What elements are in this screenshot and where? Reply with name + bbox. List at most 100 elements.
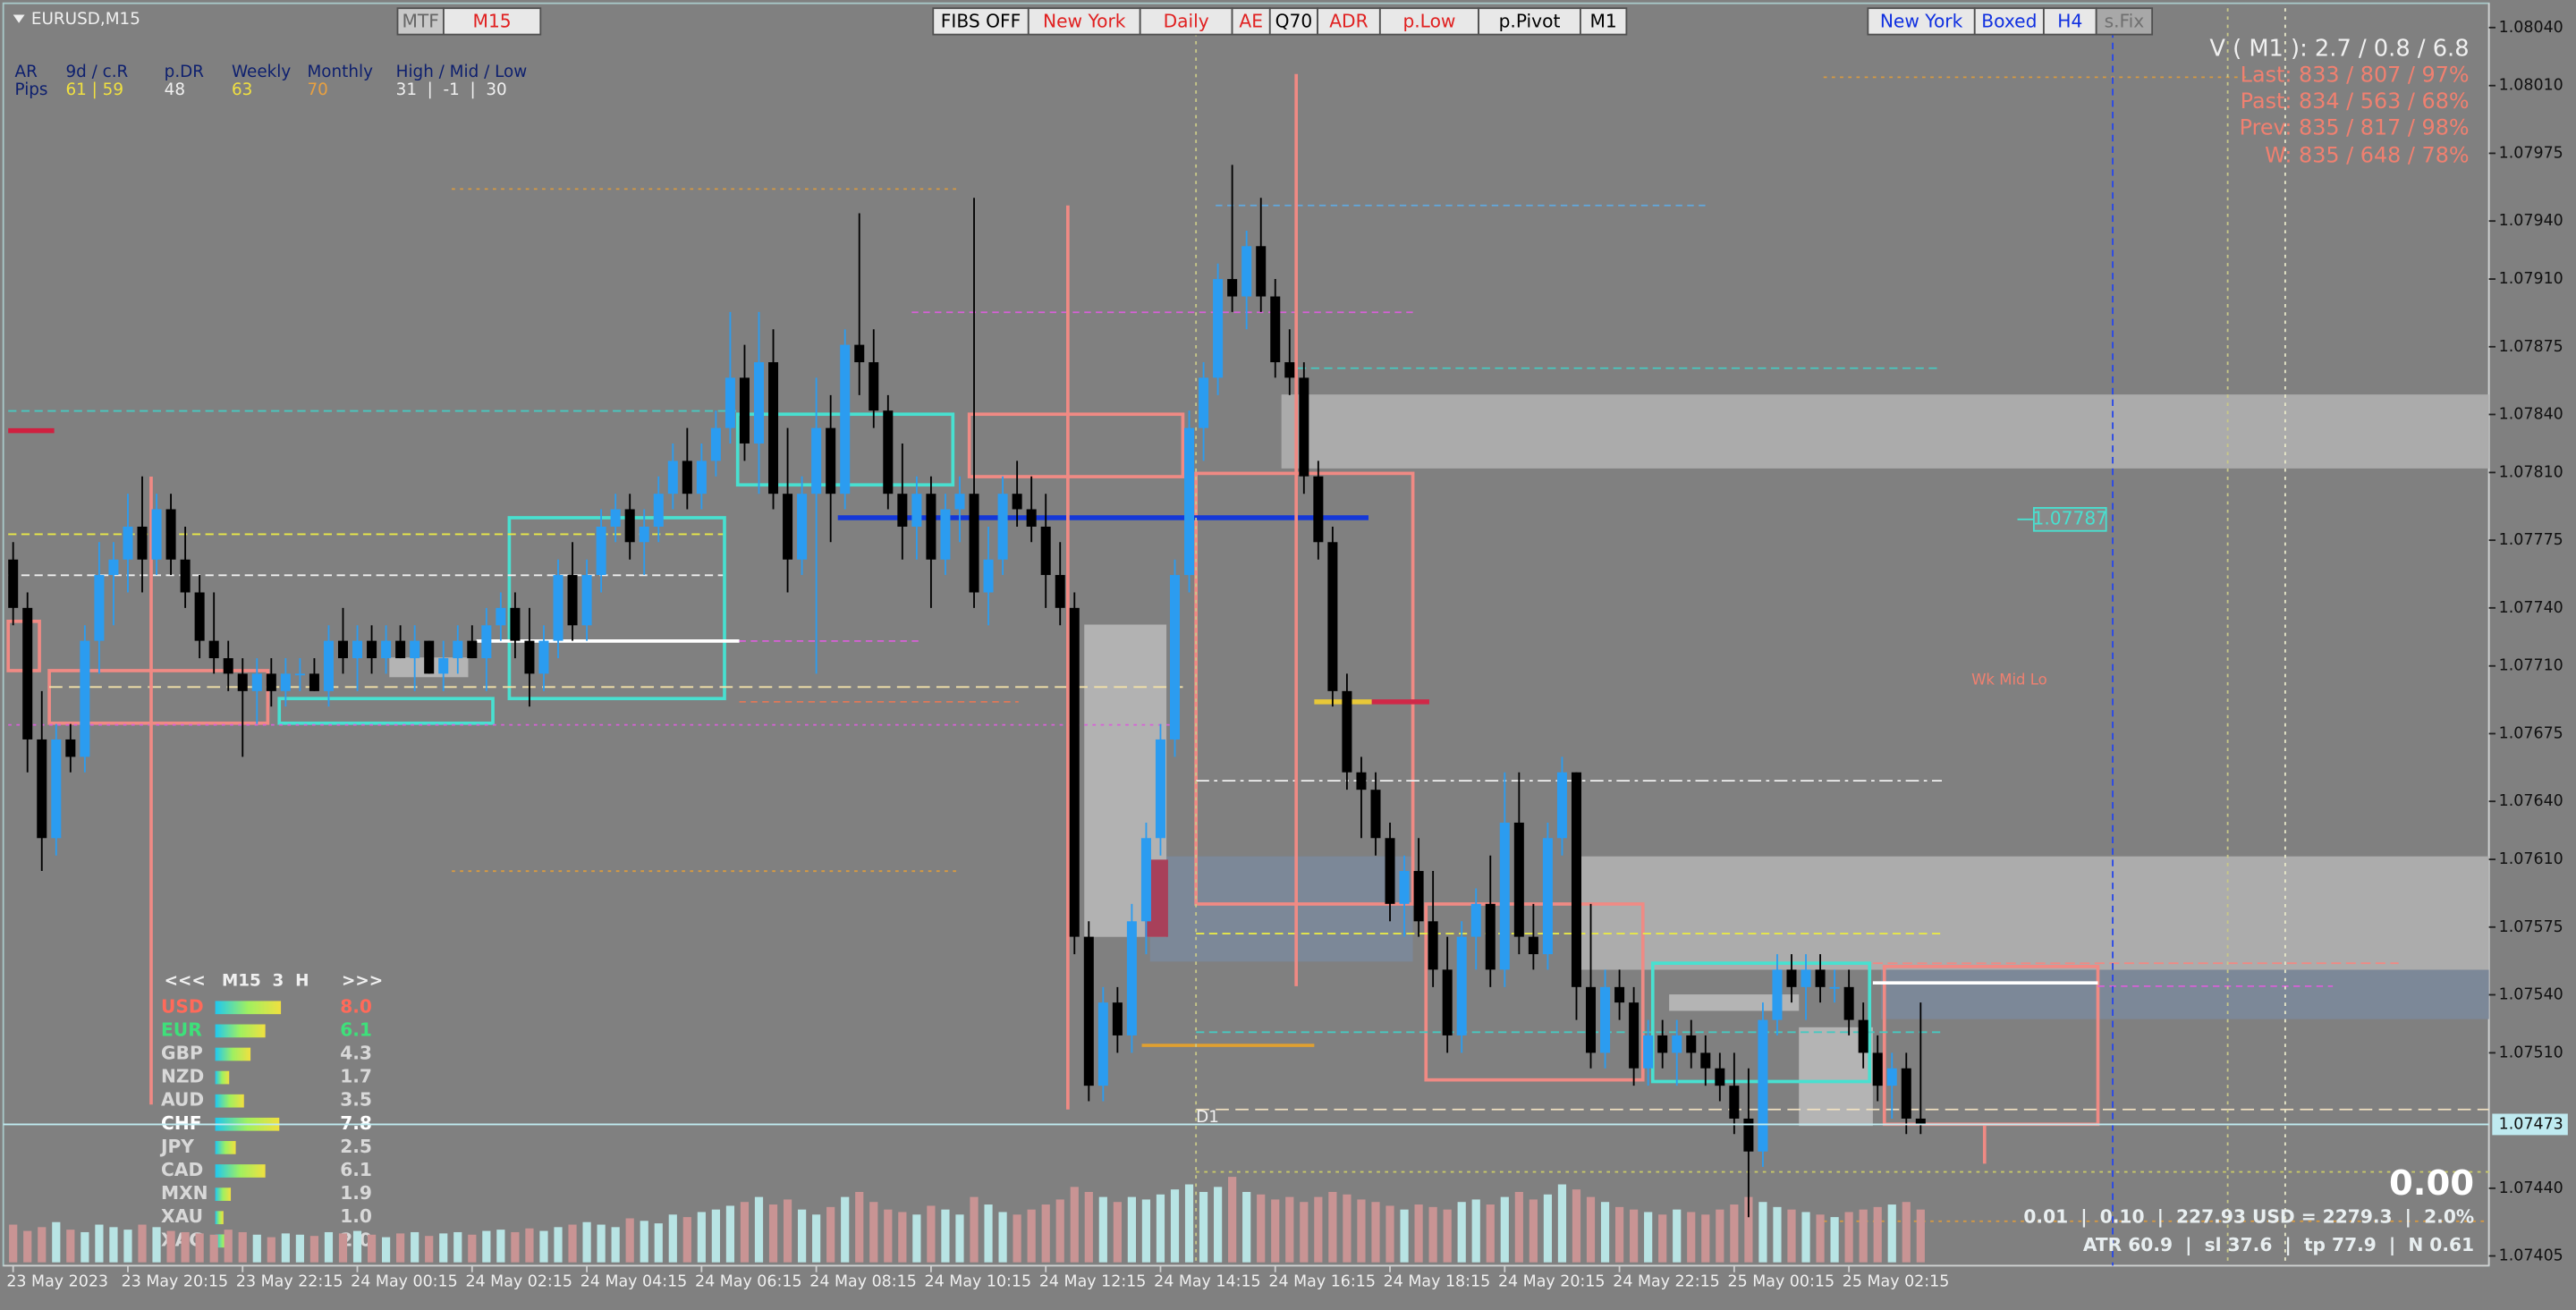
- volume-bar: [812, 1214, 821, 1263]
- volume-bar: [439, 1233, 448, 1263]
- toolbar-button[interactable]: [1973, 7, 2045, 36]
- candle-body: [639, 526, 649, 543]
- toolbar-button-label[interactable]: New York: [1043, 10, 1126, 31]
- volume-bar: [1343, 1194, 1352, 1263]
- toolbar-button-label[interactable]: H4: [2057, 10, 2082, 31]
- strength-currency: CAD: [161, 1159, 203, 1180]
- range-line-text: V ( M1 ): 2.7 / 0.8 / 6.8: [2209, 36, 2469, 63]
- toolbar-button-label[interactable]: FIBS OFF: [941, 10, 1021, 31]
- candle-body: [165, 509, 176, 560]
- toolbar-button[interactable]: [396, 7, 445, 36]
- volume-bar: [66, 1230, 75, 1263]
- x-tick-label: 24 May 22:15: [1613, 1273, 1720, 1291]
- candle-body: [1729, 1086, 1740, 1119]
- candle-body: [496, 607, 506, 626]
- strength-bar: [215, 1001, 282, 1015]
- candle-body: [1227, 279, 1238, 297]
- toolbar-button[interactable]: [1231, 7, 1271, 36]
- zone: [1881, 969, 2489, 1019]
- volume-bar: [1787, 1209, 1796, 1263]
- volume-bar: [109, 1227, 118, 1263]
- strength-prev[interactable]: <<<: [165, 971, 206, 990]
- volume-bar: [267, 1237, 275, 1263]
- candle-body: [1055, 575, 1065, 608]
- candle-body: [1815, 969, 1826, 987]
- volume-bar: [1471, 1199, 1480, 1263]
- toolbar-button[interactable]: [1268, 7, 1318, 36]
- toolbar-button-label[interactable]: p.Low: [1402, 10, 1455, 31]
- candle-body: [1199, 377, 1209, 428]
- volume-bar: [1400, 1209, 1409, 1263]
- strength-value: 1.9: [340, 1182, 372, 1204]
- y-tick-label: 1.07710: [2499, 657, 2563, 675]
- toolbar-button[interactable]: [1580, 7, 1628, 36]
- toolbar-button[interactable]: [1317, 7, 1381, 36]
- volume-bar: [411, 1231, 419, 1263]
- toolbar-button[interactable]: [1867, 7, 1976, 36]
- volume-bar: [1600, 1202, 1610, 1263]
- volume-bar: [912, 1214, 921, 1263]
- candle-body: [1743, 1118, 1754, 1152]
- toolbar-button[interactable]: [2042, 7, 2097, 36]
- range-line-text: Past: 834 / 563 / 68%: [2241, 89, 2470, 114]
- volume-bar: [1285, 1196, 1294, 1263]
- toolbar-button-label[interactable]: ADR: [1329, 10, 1368, 31]
- volume-bar: [123, 1230, 132, 1263]
- strength-bar: [215, 1070, 230, 1085]
- volume-bar: [367, 1234, 377, 1263]
- stats-value: 61 | 59: [65, 80, 123, 99]
- volume-bar: [1027, 1209, 1036, 1263]
- toolbar-button[interactable]: [932, 7, 1030, 36]
- toolbar-button[interactable]: [443, 7, 542, 36]
- toolbar-button[interactable]: [2095, 7, 2154, 36]
- stats-header: Weekly: [232, 63, 291, 81]
- candle-body: [1270, 296, 1281, 363]
- volume-bar: [1701, 1214, 1710, 1263]
- volume-bar: [740, 1202, 750, 1263]
- candle-body: [1356, 772, 1367, 790]
- stats-value: 31 | -1 | 30: [396, 80, 507, 99]
- volume-bar: [1916, 1209, 1925, 1263]
- strength-timeframe: M15 3 H: [222, 971, 309, 990]
- range-panel: V ( M1 ): 2.7 / 0.8 / 6.8 Last: 833 / 80…: [2209, 36, 2469, 168]
- toolbar-button-label[interactable]: AE: [1239, 10, 1263, 31]
- toolbar-button-label[interactable]: MTF: [402, 10, 439, 31]
- volume-bar: [1199, 1191, 1208, 1263]
- candle-body: [854, 344, 865, 363]
- volume-bar: [352, 1230, 362, 1263]
- y-tick-label: 1.08040: [2499, 19, 2563, 37]
- toolbar-button-label[interactable]: New York: [1880, 10, 1963, 31]
- stats-header: AR: [15, 63, 38, 81]
- candle-body: [1886, 1068, 1897, 1086]
- strength-next[interactable]: >>>: [342, 971, 383, 990]
- menu-arrow[interactable]: [13, 14, 25, 23]
- stats-row-label: Pips: [15, 80, 48, 99]
- volume-bar: [970, 1196, 979, 1263]
- volume-bar: [826, 1206, 835, 1263]
- candle-body: [581, 575, 592, 626]
- candle-body: [1342, 690, 1352, 773]
- toolbar-button-label[interactable]: s.Fix: [2105, 10, 2145, 31]
- toolbar-button-label[interactable]: p.Pivot: [1499, 10, 1561, 31]
- stats-panel: AR 9d / c.R p.DR Weekly Monthly High / M…: [15, 63, 528, 99]
- toolbar-button-label[interactable]: M1: [1590, 10, 1617, 31]
- volume-bar: [396, 1233, 405, 1263]
- toolbar-button-label[interactable]: Daily: [1164, 10, 1209, 31]
- strength-currency: XAU: [161, 1205, 203, 1227]
- last-price-box: [2492, 1113, 2568, 1136]
- candle-body: [37, 739, 47, 839]
- volume-bar: [1486, 1204, 1495, 1263]
- volume-bar: [496, 1230, 505, 1263]
- volume-bar: [281, 1233, 290, 1263]
- strength-currency: MXN: [161, 1182, 208, 1204]
- toolbar-button-label[interactable]: M15: [473, 10, 512, 31]
- candle-body: [954, 494, 965, 510]
- toolbar-button[interactable]: [1478, 7, 1581, 36]
- strength-currency: CHF: [161, 1112, 202, 1134]
- toolbar-button-label[interactable]: Boxed: [1981, 10, 2037, 31]
- toolbar-button-label[interactable]: Q70: [1275, 10, 1313, 31]
- volume-bar: [1673, 1209, 1682, 1263]
- x-tick-label: 24 May 02:15: [465, 1273, 572, 1291]
- toolbar-button[interactable]: [1378, 7, 1479, 36]
- volume-bar: [668, 1214, 677, 1263]
